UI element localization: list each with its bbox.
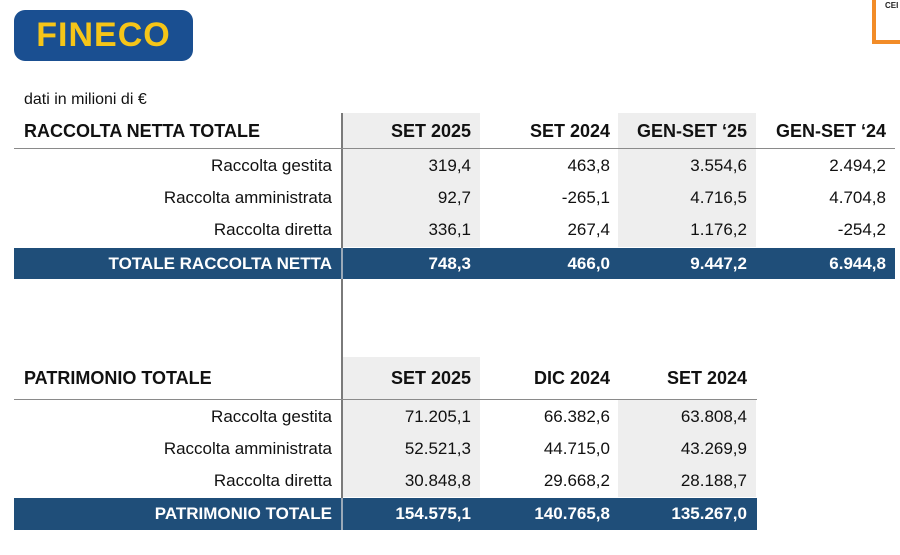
raccolta-total-cell: 748,3 <box>428 254 471 273</box>
patrimonio-row-label: Raccolta diretta <box>213 471 332 490</box>
raccolta-cell: 336,1 <box>428 220 471 239</box>
raccolta-header-rule <box>14 148 895 149</box>
shade-set2024-bottom <box>618 400 756 497</box>
shade-set2025-top <box>343 113 480 247</box>
patrimonio-total-cell: 154.575,1 <box>395 504 471 523</box>
shade-set2025-bottom <box>343 357 480 497</box>
unit-note: dati in milioni di € <box>24 91 147 108</box>
logo-text: FINECO <box>36 16 171 54</box>
patrimonio-cell: 29.668,2 <box>543 471 610 490</box>
patrimonio-row-label: Raccolta amministrata <box>163 439 332 458</box>
column-divider <box>341 113 343 530</box>
corner-badge-text: CEI <box>885 1 899 10</box>
raccolta-title: RACCOLTA NETTA TOTALE <box>24 121 260 141</box>
patrimonio-cell: 43.269,9 <box>680 439 747 458</box>
raccolta-cell: 92,7 <box>437 188 471 207</box>
raccolta-col-header: GEN-SET ‘25 <box>636 121 747 141</box>
fineco-logo: FINECO <box>14 10 193 61</box>
raccolta-cell: -265,1 <box>561 188 610 207</box>
raccolta-total-cell: 6.944,8 <box>829 254 886 273</box>
patrimonio-total-cell: 135.267,0 <box>671 504 747 523</box>
raccolta-total-bar <box>14 248 895 279</box>
shade-genset25 <box>618 113 756 247</box>
raccolta-cell: 3.554,6 <box>690 156 747 175</box>
raccolta-row-label: Raccolta amministrata <box>163 188 332 207</box>
raccolta-total-cell: 466,0 <box>567 254 610 273</box>
raccolta-cell: 463,8 <box>567 156 610 175</box>
raccolta-cell: 4.704,8 <box>829 188 886 207</box>
raccolta-total-cell: 9.447,2 <box>690 254 747 273</box>
raccolta-row-label: Raccolta diretta <box>213 220 332 239</box>
patrimonio-total-bar <box>14 498 757 530</box>
patrimonio-col-header: SET 2025 <box>390 368 471 388</box>
patrimonio-cell: 28.188,7 <box>680 471 747 490</box>
patrimonio-header-rule <box>14 399 757 400</box>
patrimonio-col-header: SET 2024 <box>666 368 747 388</box>
raccolta-cell: 1.176,2 <box>690 220 747 239</box>
patrimonio-cell: 66.382,6 <box>543 407 610 426</box>
raccolta-total-label: TOTALE RACCOLTA NETTA <box>108 254 333 273</box>
raccolta-col-header: SET 2025 <box>390 121 471 141</box>
raccolta-col-header: SET 2024 <box>529 121 610 141</box>
patrimonio-title: PATRIMONIO TOTALE <box>24 368 212 388</box>
patrimonio-cell: 63.808,4 <box>680 407 747 426</box>
patrimonio-total-label: PATRIMONIO TOTALE <box>154 504 332 523</box>
patrimonio-cell: 30.848,8 <box>404 471 471 490</box>
patrimonio-total-cell: 140.765,8 <box>534 504 610 523</box>
patrimonio-cell: 44.715,0 <box>543 439 610 458</box>
patrimonio-cell: 71.205,1 <box>404 407 471 426</box>
raccolta-cell: 267,4 <box>567 220 610 239</box>
raccolta-cell: 2.494,2 <box>829 156 886 175</box>
raccolta-cell: 319,4 <box>428 156 471 175</box>
raccolta-cell: 4.716,5 <box>690 188 747 207</box>
patrimonio-row-label: Raccolta gestita <box>211 407 332 426</box>
raccolta-col-header: GEN-SET ‘24 <box>775 121 886 141</box>
column-divider-over-bar <box>341 248 343 279</box>
corner-badge: CEI <box>872 0 900 44</box>
raccolta-row-label: Raccolta gestita <box>211 156 332 175</box>
patrimonio-col-header: DIC 2024 <box>533 368 610 388</box>
raccolta-cell: -254,2 <box>837 220 886 239</box>
column-divider-over-bar-2 <box>341 498 343 530</box>
patrimonio-cell: 52.521,3 <box>404 439 471 458</box>
